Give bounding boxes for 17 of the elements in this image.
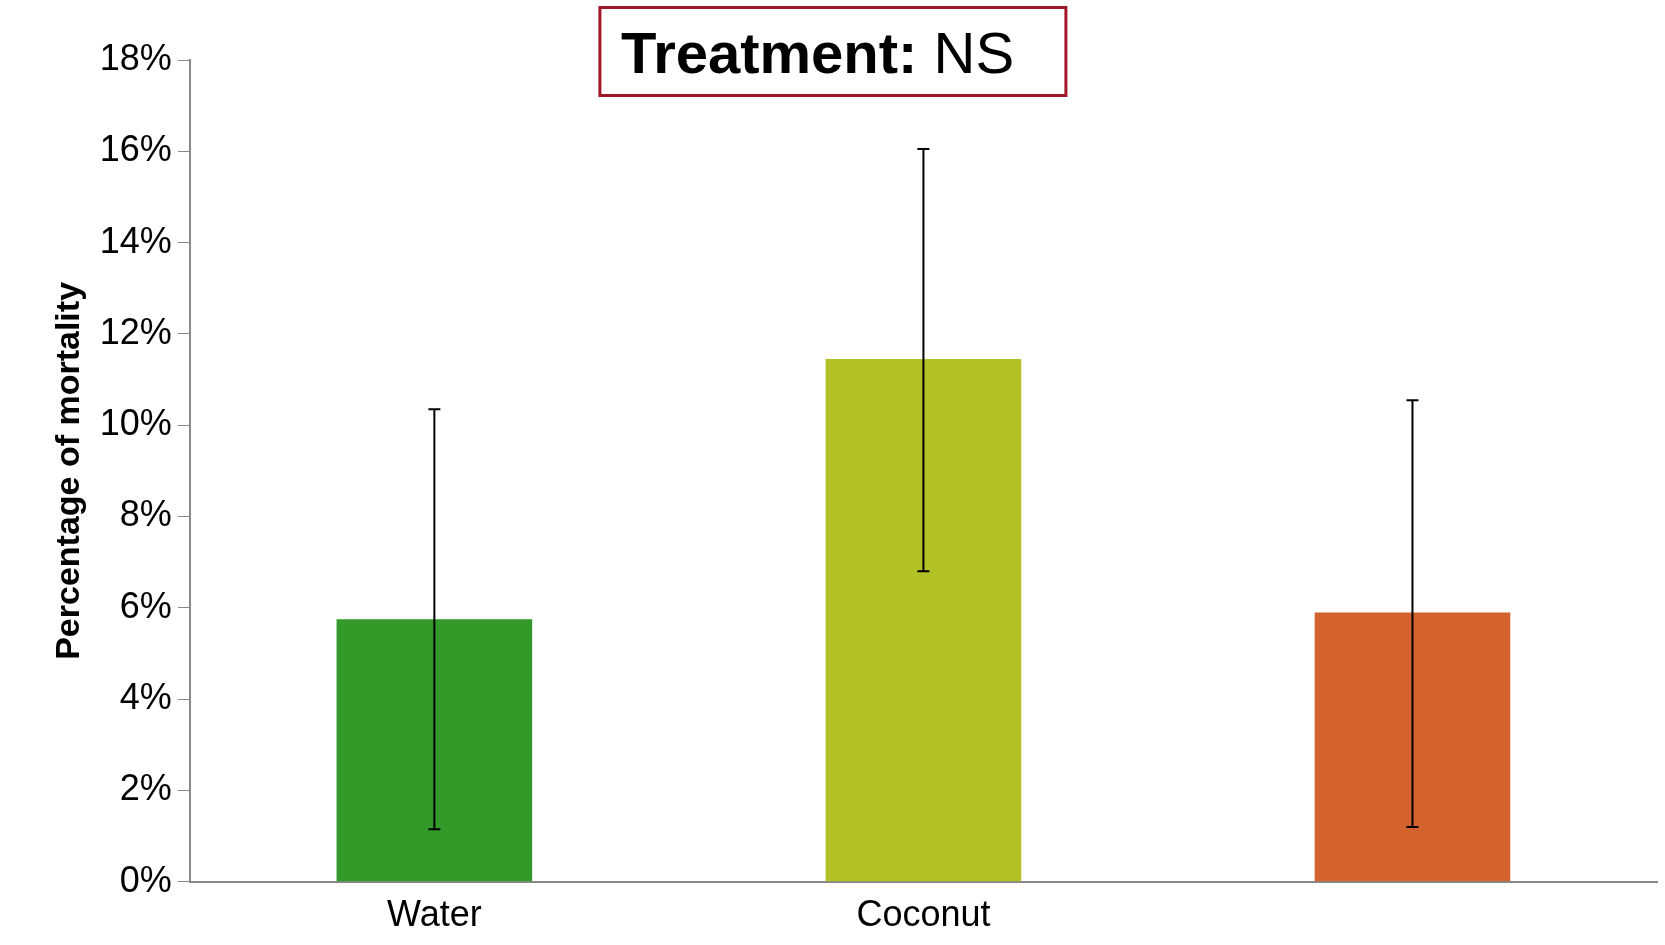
y-tick-label: 16% xyxy=(99,128,172,170)
y-axis-title: Percentage of mortality xyxy=(47,281,86,660)
y-tick-label: 4% xyxy=(119,676,172,718)
x-tick-label: Coconut xyxy=(856,893,991,935)
y-tick-label: 10% xyxy=(99,402,172,444)
y-tick-label: 6% xyxy=(119,584,172,626)
y-tick-label: 2% xyxy=(119,767,172,809)
annotation: Treatment: NS xyxy=(597,6,1068,97)
y-tick-label: 14% xyxy=(99,219,172,261)
y-tick-label: 0% xyxy=(119,858,172,900)
bar xyxy=(336,619,533,882)
y-tick-label: 12% xyxy=(99,310,172,352)
y-tick-label: 18% xyxy=(99,36,172,78)
x-tick-label: Water xyxy=(387,893,482,935)
bar xyxy=(825,359,1022,882)
y-tick-label: 8% xyxy=(119,493,172,535)
bar xyxy=(1314,612,1511,882)
